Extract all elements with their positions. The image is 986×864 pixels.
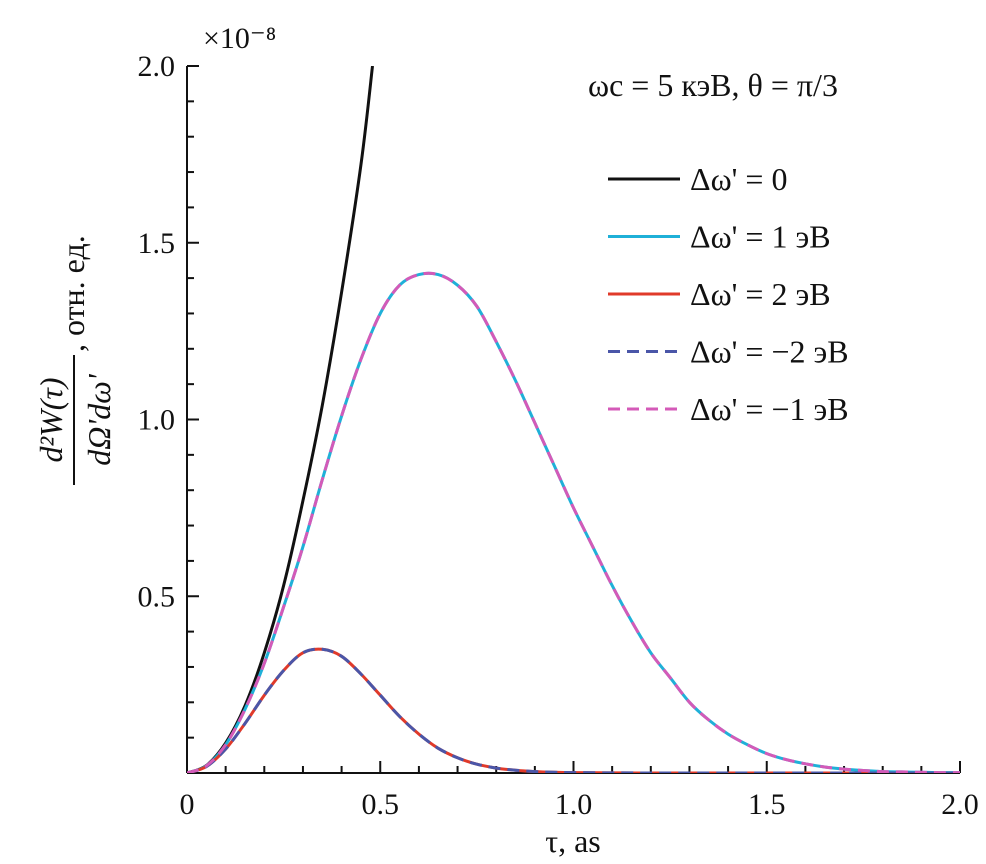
legend-label-1: Δω' = 1 эВ: [690, 219, 831, 255]
series-layer: [187, 66, 960, 773]
y-tick-label: 1.0: [138, 404, 176, 437]
y-tick-label: 1.5: [138, 227, 176, 260]
x-tick-label: 1.0: [555, 788, 593, 821]
legend-label-4: Δω' = −1 эВ: [690, 391, 849, 427]
legend-label-0: Δω' = 0: [690, 161, 787, 197]
series-line-0: [187, 66, 374, 773]
x-tick-label: 1.5: [748, 788, 786, 821]
parameter-annotation: ωc = 5 кэВ, θ = π/3: [588, 67, 838, 103]
y-axis-numerator: d²W(τ): [33, 377, 69, 462]
x-tick-label: 0.5: [362, 788, 400, 821]
y-tick-label: 2.0: [138, 50, 176, 83]
y-axis-denominator: dΩ'dω': [81, 373, 117, 466]
series-line-4: [187, 271, 960, 773]
y-axis-title: d²W(τ) dΩ'dω' , отн. ед.: [33, 235, 117, 485]
series-line-2: [187, 647, 960, 773]
x-tick-label: 0: [180, 788, 195, 821]
x-tick-label: 2.0: [941, 788, 979, 821]
x-axis-title: τ, as: [545, 823, 601, 859]
legend-label-2: Δω' = 2 эВ: [690, 276, 831, 312]
labels: 0 0.5 1.0 1.5 2.0 0.5 1.0 1.5 2.0 ×10⁻⁸ τ, as d²W(τ…: [33, 22, 979, 859]
y-axis-units: , отн. ед.: [55, 235, 91, 352]
series-line-3: [187, 647, 960, 773]
y-tick-label: 0.5: [138, 580, 176, 613]
legend: Δω' = 0 Δω' = 1 эВ Δω' = 2 эВ Δω' = −2 эВ Δω…: [608, 161, 849, 427]
legend-label-3: Δω' = −2 эВ: [690, 334, 849, 370]
y-scale-label: ×10⁻⁸: [203, 22, 276, 55]
